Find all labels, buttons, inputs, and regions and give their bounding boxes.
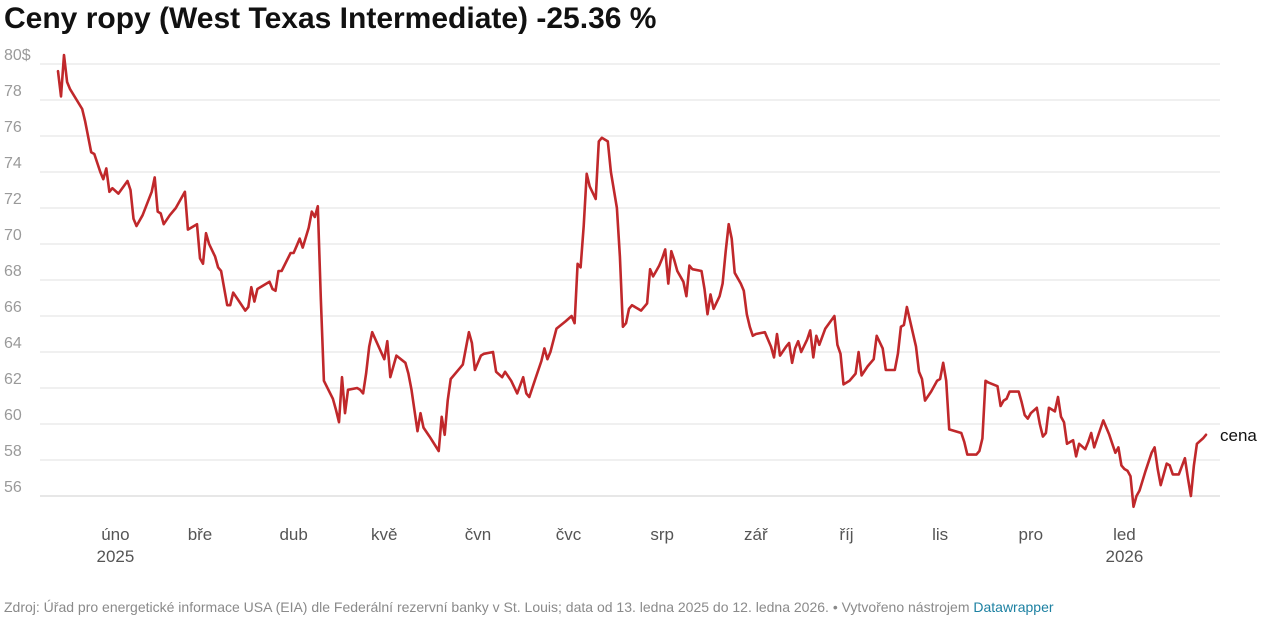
y-tick-label: 64 — [4, 335, 22, 352]
x-tick-label: úno — [101, 525, 129, 544]
y-tick-label: 60 — [4, 407, 22, 424]
x-tick-label: dub — [279, 525, 307, 544]
y-tick-label: 74 — [4, 155, 22, 172]
x-tick-label: led — [1113, 525, 1136, 544]
x-tick-label: čvn — [465, 525, 491, 544]
x-tick-label: bře — [188, 525, 213, 544]
y-tick-label: 72 — [4, 191, 22, 208]
y-tick-label: 56 — [4, 479, 22, 496]
x-tick-label: zář — [744, 525, 768, 544]
x-axis-ticks: úno 2025 bře dub kvě čvn čvc srp zář říj lis pro led… — [96, 525, 1143, 566]
y-tick-label: 62 — [4, 371, 22, 388]
source-note: Zdroj: Úřad pro energetické informace US… — [4, 599, 974, 615]
y-tick-label: 78 — [4, 83, 22, 100]
datawrapper-link[interactable]: Datawrapper — [973, 599, 1054, 615]
chart-title: Ceny ropy (West Texas Intermediate) -25.… — [4, 2, 657, 35]
x-tick-label: kvě — [371, 525, 397, 544]
x-tick-label: lis — [932, 525, 948, 544]
line-chart: 56 58 60 62 64 66 68 70 72 74 76 78 80$ úno 2025 bře du… — [4, 47, 1257, 566]
x-tick-year-label: 2025 — [96, 547, 134, 566]
series-line-cena — [56, 53, 1208, 509]
y-tick-label: 76 — [4, 119, 22, 136]
x-tick-label: říj — [839, 525, 853, 544]
y-tick-label: 58 — [4, 443, 22, 460]
footer: Zdroj: Úřad pro energetické informace US… — [4, 599, 1054, 615]
x-tick-year-label: 2026 — [1106, 547, 1144, 566]
y-tick-label: 70 — [4, 227, 22, 244]
x-tick-label: srp — [650, 525, 674, 544]
y-tick-label: 80$ — [4, 47, 31, 64]
y-axis-ticks: 56 58 60 62 64 66 68 70 72 74 76 78 80$ — [4, 47, 31, 496]
y-tick-label: 68 — [4, 263, 22, 280]
gridlines — [40, 63, 1220, 497]
x-tick-label: čvc — [556, 525, 582, 544]
y-tick-label: 66 — [4, 299, 22, 316]
x-tick-label: pro — [1018, 525, 1043, 544]
series-label-cena: cena — [1220, 426, 1257, 445]
